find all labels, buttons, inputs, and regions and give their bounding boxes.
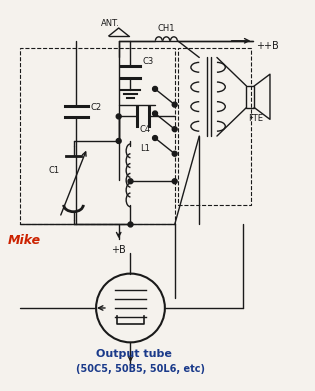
- Circle shape: [172, 102, 177, 107]
- Circle shape: [128, 179, 133, 184]
- Text: C4: C4: [139, 125, 151, 134]
- Text: Output tube: Output tube: [96, 349, 172, 359]
- Bar: [20, 48, 175, 224]
- Text: Mike: Mike: [8, 234, 41, 247]
- Text: C3: C3: [142, 57, 153, 66]
- Circle shape: [116, 114, 121, 119]
- Text: ++B: ++B: [256, 41, 279, 51]
- Bar: [246, 86, 254, 108]
- Circle shape: [116, 138, 121, 143]
- Circle shape: [152, 111, 158, 116]
- Text: CH1: CH1: [157, 24, 175, 33]
- Text: +B: +B: [111, 245, 126, 255]
- Circle shape: [172, 179, 177, 184]
- Circle shape: [128, 222, 133, 227]
- Circle shape: [172, 151, 177, 156]
- Circle shape: [152, 136, 158, 140]
- Circle shape: [152, 86, 158, 91]
- Text: ANT.: ANT.: [101, 19, 120, 28]
- Text: C2: C2: [90, 102, 101, 111]
- Circle shape: [172, 127, 177, 132]
- Text: FTE: FTE: [248, 114, 263, 123]
- Text: C1: C1: [49, 166, 60, 175]
- Bar: [178, 48, 251, 205]
- Text: (50C5, 50B5, 50L6, etc): (50C5, 50B5, 50L6, etc): [77, 364, 205, 374]
- Text: L1: L1: [140, 144, 150, 153]
